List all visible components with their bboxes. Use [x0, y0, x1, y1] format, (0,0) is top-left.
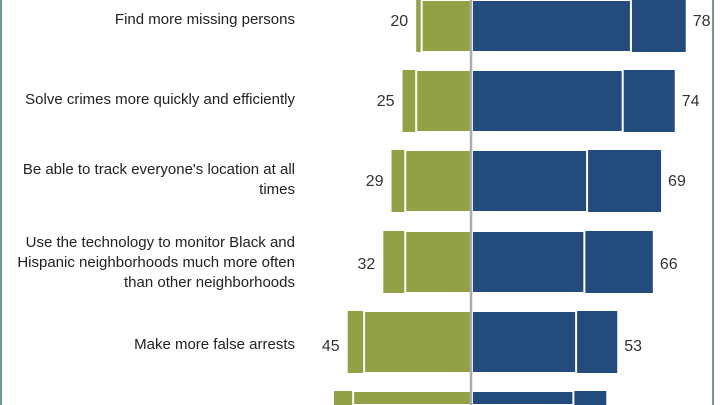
bar-right-inner: [471, 310, 578, 374]
bar-right-inner: [471, 390, 575, 405]
bar-left-inner: [420, 0, 472, 53]
category-label: Make more false arrests: [134, 336, 295, 353]
category-label: Find more missing persons: [114, 11, 295, 28]
bar-right-inner: [471, 0, 632, 53]
bar-right-inner: [471, 230, 586, 294]
value-label-left: 25: [377, 93, 395, 110]
category-label: Use the technology to monitor Black and …: [17, 234, 295, 291]
value-label-right: 53: [624, 338, 642, 355]
value-label-right: 78: [693, 13, 711, 30]
value-label-left: 45: [322, 338, 340, 355]
category-label: Be able to track everyone's location at …: [22, 161, 295, 198]
bar-right-inner: [471, 69, 624, 133]
value-label-left: 20: [390, 13, 408, 30]
category-label: Solve crimes more quickly and efficientl…: [25, 91, 295, 108]
value-label-right: 66: [660, 256, 678, 273]
bar-left-inner: [415, 69, 473, 133]
bar-left-inner: [352, 390, 472, 405]
bar-left-inner: [404, 149, 472, 213]
bar-right-inner: [471, 149, 589, 213]
value-label-left: 29: [366, 173, 384, 190]
value-label-right: 74: [682, 93, 700, 110]
value-label-left: 32: [358, 256, 376, 273]
bar-left-inner: [404, 230, 472, 294]
bar-left-inner: [363, 310, 473, 374]
value-label-right: 69: [668, 173, 686, 190]
